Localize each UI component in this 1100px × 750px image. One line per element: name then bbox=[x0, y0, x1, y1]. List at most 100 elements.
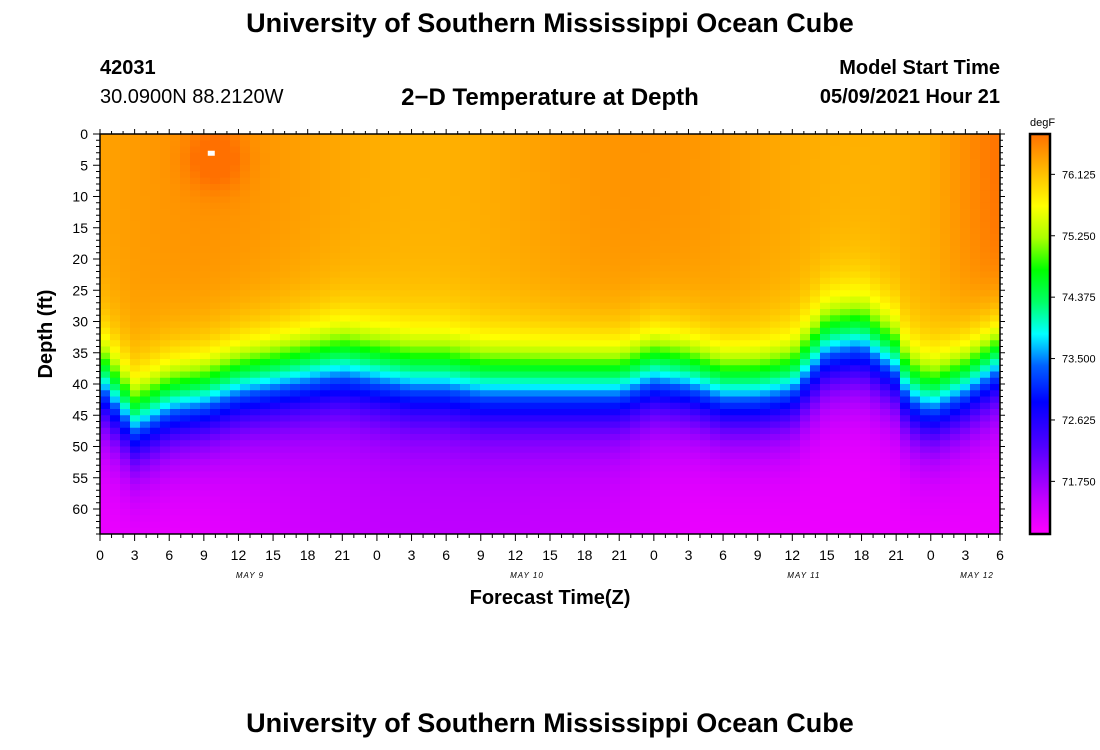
heatmap-cell bbox=[240, 496, 251, 504]
heatmap-cell bbox=[770, 152, 781, 160]
heatmap-cell bbox=[300, 452, 311, 460]
heatmap-cell bbox=[600, 215, 611, 223]
heatmap-cell bbox=[250, 365, 261, 373]
heatmap-cell bbox=[510, 384, 521, 391]
heatmap-cell bbox=[660, 246, 671, 254]
heatmap-cell bbox=[350, 396, 361, 404]
heatmap-cell bbox=[510, 340, 521, 348]
heatmap-cell bbox=[710, 365, 721, 373]
heatmap-cell bbox=[440, 352, 451, 360]
heatmap-cell bbox=[500, 152, 511, 160]
heatmap-cell bbox=[290, 171, 301, 179]
heatmap-cell bbox=[390, 321, 401, 329]
heatmap-cell bbox=[350, 477, 361, 485]
heatmap-cell bbox=[480, 202, 491, 210]
heatmap-cell bbox=[560, 227, 571, 235]
heatmap-cell bbox=[830, 496, 841, 504]
heatmap-cell bbox=[530, 452, 541, 460]
heatmap-cell bbox=[390, 271, 401, 279]
heatmap-cell bbox=[130, 184, 141, 191]
heatmap-cell bbox=[850, 352, 861, 360]
heatmap-cell bbox=[830, 352, 841, 360]
heatmap-cell bbox=[220, 527, 231, 534]
heatmap-cell bbox=[150, 184, 161, 191]
heatmap-cell bbox=[760, 302, 771, 310]
heatmap-cell bbox=[300, 171, 311, 179]
heatmap-cell bbox=[330, 209, 341, 216]
heatmap-cell bbox=[870, 340, 881, 348]
heatmap-cell bbox=[330, 340, 341, 348]
heatmap-cell bbox=[190, 484, 201, 491]
heatmap-cell bbox=[380, 384, 391, 391]
heatmap-cell bbox=[800, 527, 811, 534]
heatmap-cell bbox=[290, 515, 301, 523]
heatmap-cell bbox=[390, 396, 401, 404]
heatmap-cell bbox=[370, 477, 381, 485]
heatmap-cell bbox=[320, 415, 331, 423]
heatmap-cell bbox=[600, 246, 611, 254]
heatmap-cell bbox=[770, 302, 781, 310]
heatmap-cell bbox=[770, 202, 781, 210]
heatmap-cell bbox=[130, 309, 141, 316]
heatmap-cell bbox=[760, 259, 771, 266]
heatmap-cell bbox=[690, 271, 701, 279]
heatmap-cell bbox=[230, 390, 241, 398]
heatmap-cell bbox=[630, 202, 641, 210]
heatmap-cell bbox=[310, 227, 321, 235]
heatmap-cell bbox=[380, 196, 391, 204]
heatmap-cell bbox=[280, 371, 291, 379]
heatmap-cell bbox=[700, 321, 711, 329]
heatmap-cell bbox=[460, 440, 471, 448]
heatmap-cell bbox=[200, 465, 211, 473]
heatmap-cell bbox=[730, 321, 741, 329]
heatmap-cell bbox=[160, 496, 171, 504]
heatmap-cell bbox=[160, 415, 171, 423]
heatmap-cell bbox=[520, 527, 531, 534]
heatmap-cell bbox=[250, 190, 261, 198]
heatmap-cell bbox=[560, 265, 571, 273]
heatmap-cell bbox=[750, 265, 761, 273]
heatmap-cell bbox=[190, 165, 201, 173]
heatmap-cell bbox=[560, 515, 571, 523]
heatmap-cell bbox=[630, 215, 641, 223]
heatmap-cell bbox=[730, 246, 741, 254]
heatmap-cell bbox=[530, 159, 541, 166]
heatmap-cell bbox=[680, 415, 691, 423]
heatmap-cell bbox=[560, 134, 571, 141]
heatmap-cell bbox=[510, 284, 521, 291]
heatmap-cell bbox=[800, 152, 811, 160]
heatmap-cell bbox=[130, 434, 141, 441]
heatmap-cell bbox=[600, 527, 611, 534]
heatmap-cell bbox=[150, 527, 161, 534]
heatmap-cell bbox=[800, 409, 811, 416]
heatmap-cell bbox=[510, 259, 521, 266]
heatmap-cell bbox=[360, 152, 371, 160]
heatmap-cell bbox=[700, 371, 711, 379]
heatmap-cell bbox=[830, 459, 841, 466]
heatmap-cell bbox=[100, 515, 111, 523]
heatmap-cell bbox=[290, 334, 301, 341]
heatmap-cell bbox=[590, 509, 601, 516]
heatmap-cell bbox=[440, 384, 451, 391]
heatmap-cell bbox=[170, 340, 181, 348]
heatmap-cell bbox=[590, 202, 601, 210]
heatmap-cell bbox=[530, 384, 541, 391]
heatmap-cell bbox=[190, 515, 201, 523]
heatmap-cell bbox=[280, 390, 291, 398]
heatmap-cell bbox=[330, 152, 341, 160]
heatmap-cell bbox=[310, 327, 321, 335]
heatmap-cell bbox=[140, 477, 151, 485]
heatmap-cell bbox=[820, 321, 831, 329]
heatmap-cell bbox=[380, 246, 391, 254]
heatmap-cell bbox=[330, 134, 341, 141]
heatmap-cell bbox=[200, 396, 211, 404]
heatmap-cell bbox=[770, 271, 781, 279]
heatmap-cell bbox=[750, 259, 761, 266]
heatmap-cell bbox=[340, 165, 351, 173]
heatmap-cell bbox=[810, 215, 821, 223]
heatmap-cell bbox=[130, 265, 141, 273]
heatmap-cell bbox=[680, 171, 691, 179]
heatmap-cell bbox=[330, 290, 341, 298]
heatmap-cell bbox=[630, 240, 641, 248]
heatmap-cell bbox=[680, 371, 691, 379]
